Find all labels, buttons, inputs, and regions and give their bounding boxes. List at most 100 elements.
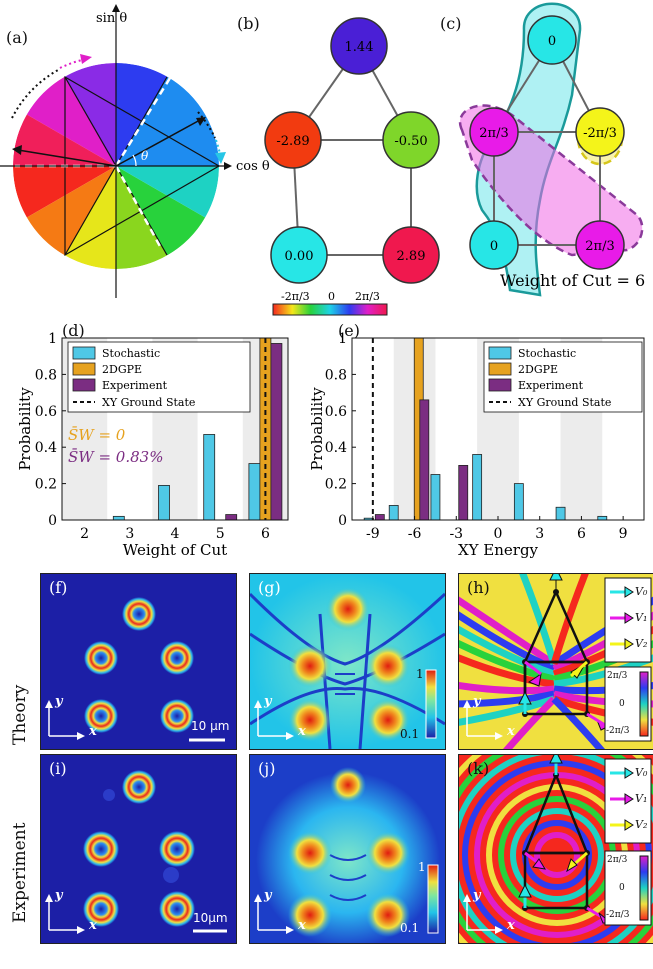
axis-x-j: x xyxy=(298,918,306,933)
panel-label-h: (h) xyxy=(467,578,490,597)
phase-cb-top-k: 2π/3 xyxy=(607,855,628,865)
x-tick-label: 3 xyxy=(535,526,544,542)
y-tick-label: 0.2 xyxy=(35,477,57,493)
legend-label: XY Ground State xyxy=(102,396,195,409)
panel-label-g: (g) xyxy=(258,578,281,597)
x-axis-label: XY Energy xyxy=(458,541,539,559)
panel-h: (h) y x V₀ V₁ V₂ 2π/3 0 -2π/3 xyxy=(458,573,653,750)
legend-label: Experiment xyxy=(518,379,584,392)
bar-stochastic xyxy=(555,506,566,521)
panel-label-c: (c) xyxy=(440,14,462,33)
colorbar-j-bottom: 0.1 xyxy=(400,921,420,935)
axis-x-g: x xyxy=(298,724,306,739)
axis-y-h: y xyxy=(473,694,481,709)
node-b1: -2.89 xyxy=(264,111,322,169)
graph-b: 1.44 -2.89 -0.50 0.00 2.89 xyxy=(264,17,440,284)
cos-theta-label: cos θ xyxy=(236,159,270,174)
phase-cb-mid: 0 xyxy=(619,699,625,709)
svg-text:-2π/3: -2π/3 xyxy=(583,126,617,141)
node-b4: 2.89 xyxy=(382,226,440,284)
x-tick-label: 2 xyxy=(80,526,89,542)
y-tick-label: 0.4 xyxy=(325,440,347,456)
y-tick-label: 0 xyxy=(338,513,347,529)
node-c4: 2π/3 xyxy=(575,220,625,270)
panel-k: (k) y x V₀ V₁ V₂ 2π/3 0 -2π/3 xyxy=(458,754,653,944)
svg-text:2.89: 2.89 xyxy=(397,249,426,264)
x-tick-label: 0 xyxy=(494,526,503,542)
panel-label-b: (b) xyxy=(237,14,260,33)
bar-experiment xyxy=(419,399,430,521)
bar-stochastic xyxy=(158,485,170,521)
y-tick-label: 0.8 xyxy=(35,367,57,383)
panel-label-a: (a) xyxy=(6,28,29,47)
y-tick-label: 0.8 xyxy=(325,367,347,383)
svg-text:2π/3: 2π/3 xyxy=(479,126,508,141)
row-label-theory: Theory xyxy=(10,684,30,745)
svg-text:0: 0 xyxy=(548,34,556,49)
axis-x-h: x xyxy=(507,724,515,739)
axis-y-f: y xyxy=(55,694,63,709)
legend-swatch xyxy=(72,362,96,376)
axis-x-i: x xyxy=(89,918,97,933)
panel-label-f: (f) xyxy=(49,578,68,597)
node-b3: 0.00 xyxy=(270,226,328,284)
x-tick-label: -3 xyxy=(449,526,463,542)
panel-j: (j) y x 1 0.1 xyxy=(249,754,446,944)
svg-text:0.00: 0.00 xyxy=(285,249,314,264)
sin-theta-label: sin θ xyxy=(96,11,127,26)
x-tick-label: 3 xyxy=(125,526,134,542)
annotation: S̄W = 0.83% xyxy=(68,448,163,466)
x-tick-label: -9 xyxy=(366,526,380,542)
legend-label: Stochastic xyxy=(518,347,576,360)
chart-e: 0 0.2 0.4 0.6 0.8 1 -9 -6 -3 0 3 6 9 XY Energy Probabi… xyxy=(308,331,645,559)
panel-label-k: (k) xyxy=(467,759,490,778)
node-c2: -2π/3 xyxy=(575,107,625,157)
legend-swatch xyxy=(72,346,96,360)
annotation: S̄W = 0 xyxy=(68,426,126,444)
bar-stochastic xyxy=(388,505,399,521)
phase-cb-mid-k: 0 xyxy=(619,883,625,893)
colorbar-g-top: 1 xyxy=(416,667,424,681)
row-label-experiment: Experiment xyxy=(10,822,30,923)
legend-swatch xyxy=(488,378,512,392)
node-b2: -0.50 xyxy=(382,111,440,169)
phase-cb-bottom-k: -2π/3 xyxy=(606,910,630,920)
y-tick-label: 0.6 xyxy=(325,404,347,420)
y-tick-label: 1 xyxy=(338,331,347,347)
bar-experiment xyxy=(458,464,469,521)
colorbar-tick-right: 2π/3 xyxy=(355,290,380,303)
y-axis-label: Probability xyxy=(308,387,326,471)
panel-label-e: (e) xyxy=(338,321,360,340)
node-c3: 0 xyxy=(469,220,519,270)
panel-i: (i) y x 10μm xyxy=(40,754,237,944)
plot-frame xyxy=(61,337,289,521)
legend-label: 2DGPE xyxy=(518,363,558,376)
scalebar-f: 10 μm xyxy=(191,719,230,733)
bar-stochastic xyxy=(203,434,216,521)
legend-v2: V₂ xyxy=(635,637,648,650)
bar-stochastic xyxy=(513,483,524,521)
legend-v2-k: V₂ xyxy=(635,818,648,831)
x-tick-label: 6 xyxy=(577,526,586,542)
axis-x-k: x xyxy=(507,918,515,933)
svg-text:0: 0 xyxy=(490,239,498,254)
axis-y-k: y xyxy=(473,888,481,903)
scalebar-i: 10μm xyxy=(193,911,228,925)
bar-stochastic xyxy=(112,515,125,521)
x-tick-label: 9 xyxy=(619,526,628,542)
x-tick-label: -6 xyxy=(408,526,422,542)
colorbar-g-bottom: 0.1 xyxy=(400,727,420,741)
legend-swatch xyxy=(488,362,512,376)
y-tick-label: 0 xyxy=(48,513,57,529)
graph-c: 0 2π/3 -2π/3 0 2π/3 Weight of Cut = 6 xyxy=(458,2,645,297)
bar-stochastic xyxy=(248,463,261,521)
y-tick-label: 0.6 xyxy=(35,404,57,420)
y-tick-label: 1 xyxy=(48,331,57,347)
legend-swatch xyxy=(72,378,96,392)
bar-stochastic xyxy=(430,474,441,521)
colorbar-j-top: 1 xyxy=(418,860,426,874)
bar-experiment xyxy=(225,514,238,521)
panel-f: (f) y x 10 μm xyxy=(40,573,237,750)
panel-label-i: (i) xyxy=(49,759,67,778)
panel-label-j: (j) xyxy=(258,759,276,778)
